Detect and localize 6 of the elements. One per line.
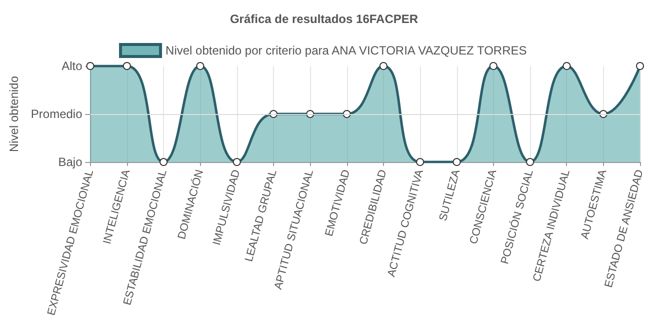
y-axis-title: Nivel obtenido (7, 76, 21, 152)
category-label: Promedio (30, 107, 82, 121)
category-label: Bajo (58, 155, 82, 169)
chart-title: Gráfica de resultados 16FACPER (230, 12, 418, 26)
category-label: Alto (62, 59, 82, 73)
legend-label: Nivel obtenido por criterio para ANA VICTORIA VAZQUEZ TORRES (166, 44, 527, 58)
